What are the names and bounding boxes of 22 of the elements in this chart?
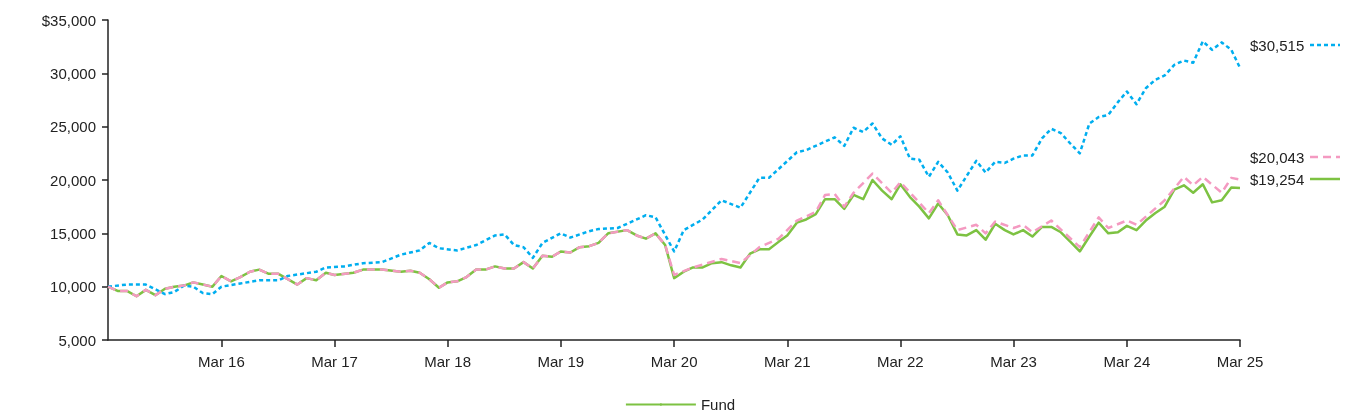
y-tick-label: $35,000 (41, 11, 96, 29)
y-tick-label: 10,000 (50, 278, 96, 296)
line-series (106, 40, 1242, 296)
y-tick-label: 30,000 (50, 64, 96, 82)
x-tick-label: Mar 19 (537, 353, 585, 370)
y-tick-label: 15,000 (50, 224, 96, 242)
x-tick-label: Mar 21 (763, 353, 811, 370)
y-tick-label: 25,000 (50, 118, 96, 136)
annotation: $20,043 (1250, 148, 1306, 166)
y-tick-label: 5,000 (58, 331, 96, 349)
x-tick-label: Mar 20 (650, 353, 698, 370)
x-tick-label: Mar 25 (1216, 353, 1264, 370)
x-tick-label: Mar 16 (198, 353, 245, 370)
x-tick-label: Mar 24 (1103, 353, 1151, 370)
y-tick-label: 20,000 (50, 171, 96, 189)
x-tick-label: Mar 18 (424, 353, 471, 370)
annotation: $30,515 (1250, 36, 1306, 54)
x-tick-label: Mar 17 (311, 353, 358, 370)
legend-label: Fund (700, 396, 736, 413)
annotation: $19,254 (1250, 170, 1306, 188)
x-tick-label: Mar 23 (990, 353, 1037, 370)
x-tick-label: Mar 22 (877, 353, 924, 370)
